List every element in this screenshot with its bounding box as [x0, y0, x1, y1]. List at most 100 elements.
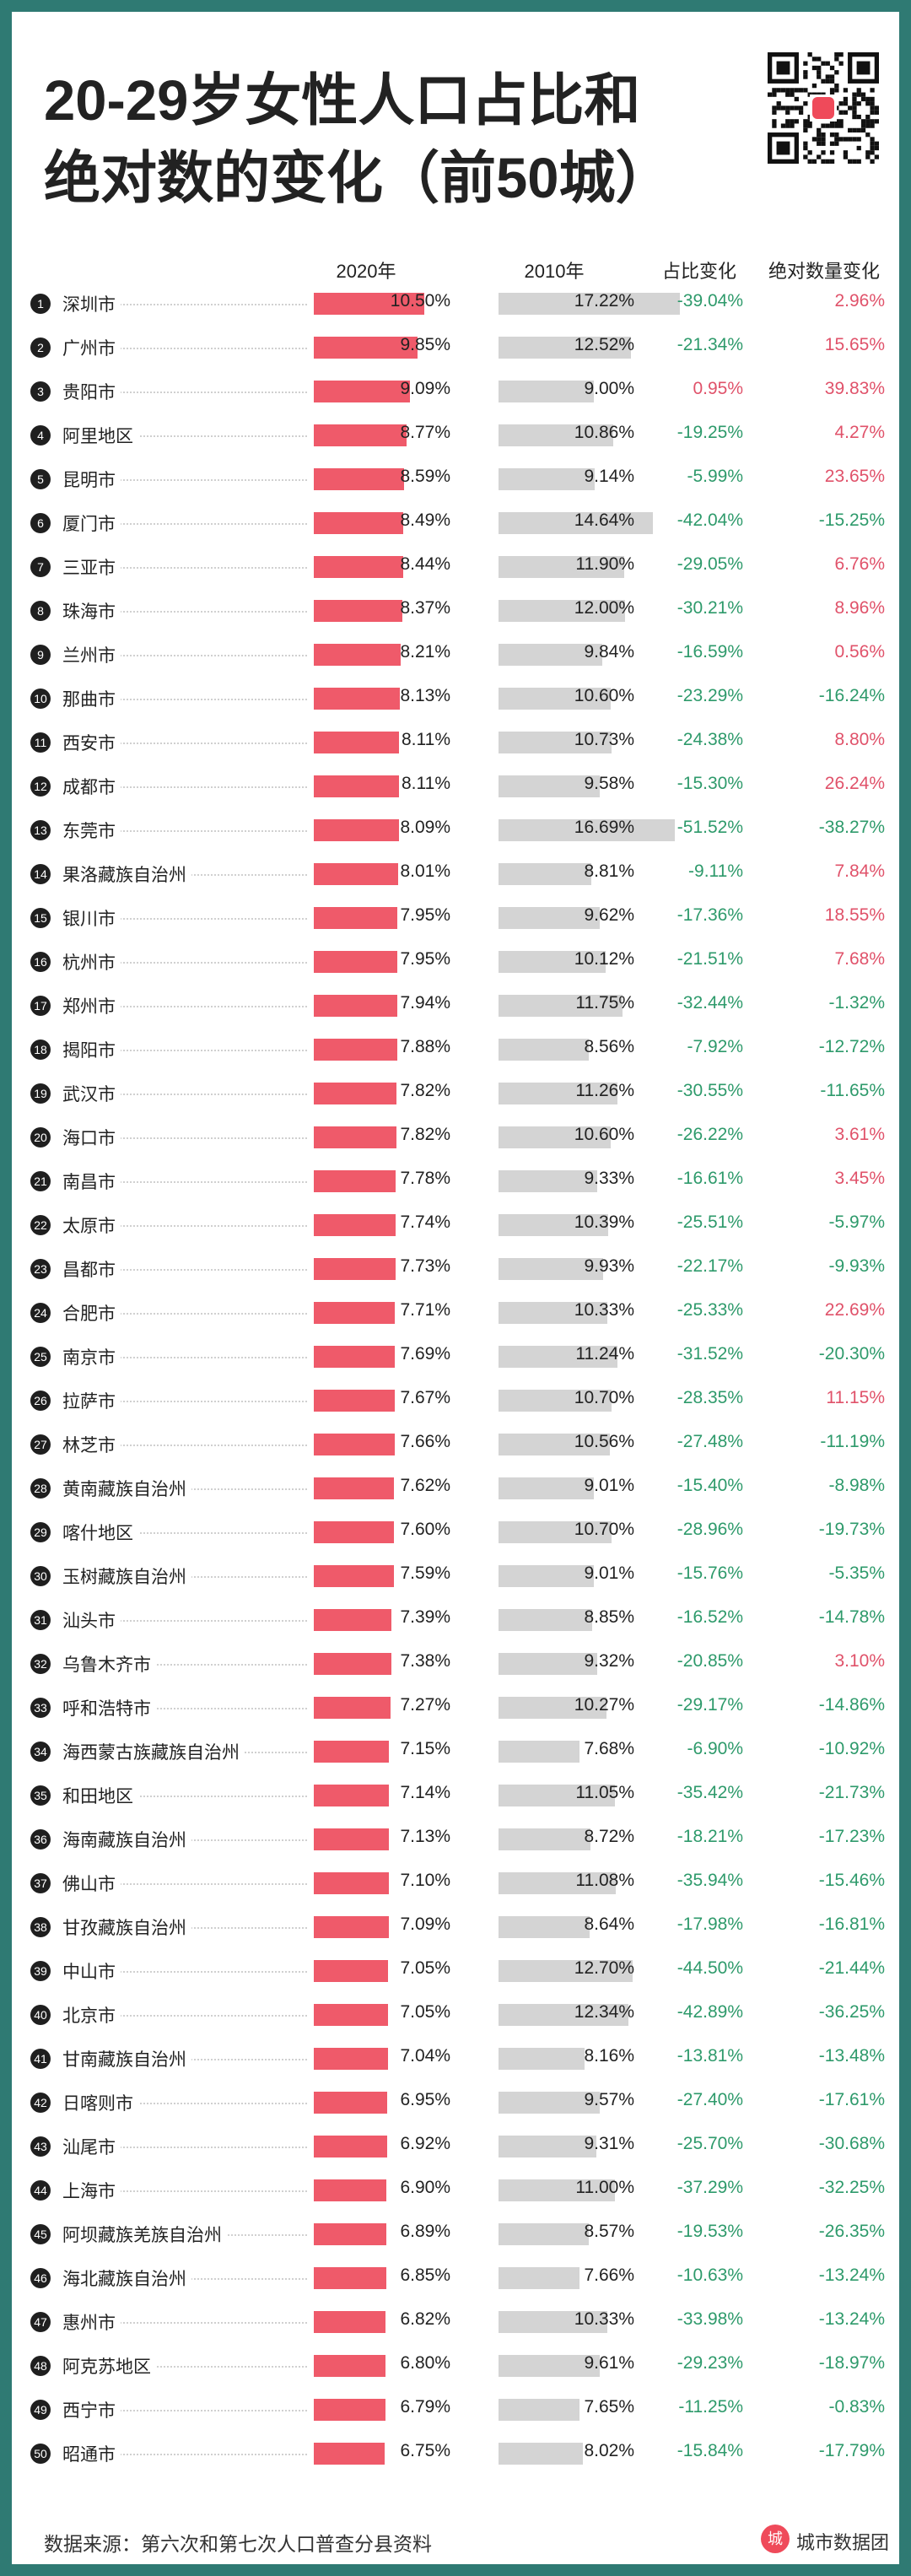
share-change: -19.53% [677, 2222, 743, 2241]
share-change: -15.84% [677, 2441, 743, 2460]
city-name: 海北藏族自治州 [62, 2265, 191, 2291]
table-row: 46 海北藏族自治州 6.85% 7.66% -10.63% -13.24% [12, 2256, 899, 2300]
value-2020: 9.09% [400, 379, 450, 398]
bar-2020 [314, 2443, 385, 2465]
table-row: 2 广州市 9.85% 12.52% -21.34% 15.65% [12, 326, 899, 370]
dotted-leader [62, 786, 307, 788]
bar-2020 [314, 293, 425, 315]
dotted-leader [62, 962, 307, 964]
dotted-leader [62, 1883, 307, 1885]
value-2010: 9.61% [584, 2353, 634, 2373]
bar-2020 [314, 819, 400, 841]
bar-2010 [499, 1258, 604, 1280]
dotted-leader [62, 2190, 307, 2192]
value-2010: 9.31% [584, 2134, 634, 2153]
share-change: -15.30% [677, 774, 743, 793]
abs-change: -1.32% [828, 993, 885, 1013]
dotted-leader [62, 1225, 307, 1227]
bar-2020 [314, 512, 404, 534]
bar-2010 [499, 1126, 611, 1148]
abs-change: -9.93% [828, 1256, 885, 1276]
value-2020: 10.50% [390, 291, 450, 311]
abs-change: -20.30% [818, 1344, 885, 1364]
bar-2020 [314, 424, 407, 446]
table-row: 41 甘南藏族自治州 7.04% 8.16% -13.81% -13.48% [12, 2037, 899, 2081]
dotted-leader [62, 1181, 307, 1183]
table-row: 10 那曲市 8.13% 10.60% -23.29% -16.24% [12, 677, 899, 721]
bar-2020 [314, 863, 399, 885]
bar-2020 [314, 644, 401, 666]
city-name: 西宁市 [62, 2397, 121, 2422]
share-change: -21.34% [677, 335, 743, 354]
rank-badge: 17 [30, 996, 51, 1016]
bar-2020 [314, 556, 403, 578]
table-row: 42 日喀则市 6.95% 9.57% -27.40% -17.61% [12, 2081, 899, 2125]
share-change: -29.23% [677, 2353, 743, 2373]
table-row: 31 汕头市 7.39% 8.85% -16.52% -14.78% [12, 1598, 899, 1642]
table-row: 26 拉萨市 7.67% 10.70% -28.35% 11.15% [12, 1379, 899, 1423]
dotted-leader [62, 2015, 307, 2017]
value-2020: 8.21% [400, 642, 450, 662]
value-2010: 8.85% [584, 1607, 634, 1627]
dotted-leader [62, 2454, 307, 2455]
share-change: -42.89% [677, 2002, 743, 2022]
share-change: -28.35% [677, 1388, 743, 1407]
header-abs-change: 绝对数量变化 [768, 261, 880, 282]
rank-badge: 25 [30, 1347, 51, 1367]
city-name: 上海市 [62, 2178, 121, 2203]
value-2010: 7.68% [584, 1739, 634, 1758]
city-name: 汕头市 [62, 1607, 121, 1633]
table-row: 18 揭阳市 7.88% 8.56% -7.92% -12.72% [12, 1028, 899, 1072]
bar-2010 [499, 1916, 590, 1938]
share-change: -51.52% [677, 818, 743, 837]
city-name: 昆明市 [62, 467, 121, 492]
bar-2010 [499, 2092, 600, 2114]
value-2010: 14.64% [574, 510, 634, 530]
abs-change: -0.83% [828, 2397, 885, 2417]
abs-change: -36.25% [818, 2002, 885, 2022]
bar-2020 [314, 732, 400, 753]
bar-2020 [314, 1916, 389, 1938]
city-name: 昌都市 [62, 1256, 121, 1282]
bar-2010 [499, 1346, 617, 1368]
share-change: -21.51% [677, 949, 743, 969]
bar-2020 [314, 775, 400, 797]
rank-badge: 48 [30, 2356, 51, 2376]
bar-2020 [314, 468, 405, 490]
city-name: 中山市 [62, 1958, 121, 1984]
abs-change: 0.56% [834, 642, 885, 662]
table-row: 24 合肥市 7.71% 10.33% -25.33% 22.69% [12, 1291, 899, 1335]
dotted-leader [62, 1137, 307, 1139]
dotted-leader [62, 743, 307, 744]
value-2010: 9.14% [584, 467, 634, 486]
dotted-leader [62, 1050, 307, 1051]
table-row: 19 武汉市 7.82% 11.26% -30.55% -11.65% [12, 1072, 899, 1115]
bar-2010 [499, 1039, 589, 1061]
value-2010: 11.05% [575, 1783, 634, 1802]
abs-change: 15.65% [824, 335, 885, 354]
city-name: 喀什地区 [62, 1520, 138, 1545]
value-2010: 9.00% [584, 379, 634, 398]
abs-change: 23.65% [824, 467, 885, 486]
share-change: -16.59% [677, 642, 743, 662]
value-2020: 7.10% [400, 1871, 450, 1890]
value-2010: 12.00% [574, 598, 634, 618]
bar-2010 [499, 1302, 608, 1324]
dotted-leader [62, 392, 307, 393]
value-2020: 7.94% [400, 993, 450, 1013]
rank-badge: 11 [30, 732, 51, 753]
value-2010: 7.65% [584, 2397, 634, 2417]
abs-change: 7.84% [834, 861, 885, 881]
share-change: -22.17% [677, 1256, 743, 1276]
value-2010: 10.56% [574, 1432, 634, 1451]
rank-badge: 3 [30, 381, 51, 402]
share-change: -5.99% [687, 467, 743, 486]
dotted-leader [62, 699, 307, 700]
bar-2010 [499, 1170, 597, 1192]
value-2020: 7.95% [400, 949, 450, 969]
value-2020: 6.95% [400, 2090, 450, 2109]
dotted-leader [62, 2147, 307, 2148]
rank-badge: 38 [30, 1917, 51, 1937]
abs-change: -18.97% [818, 2353, 885, 2373]
value-2020: 6.85% [400, 2265, 450, 2285]
